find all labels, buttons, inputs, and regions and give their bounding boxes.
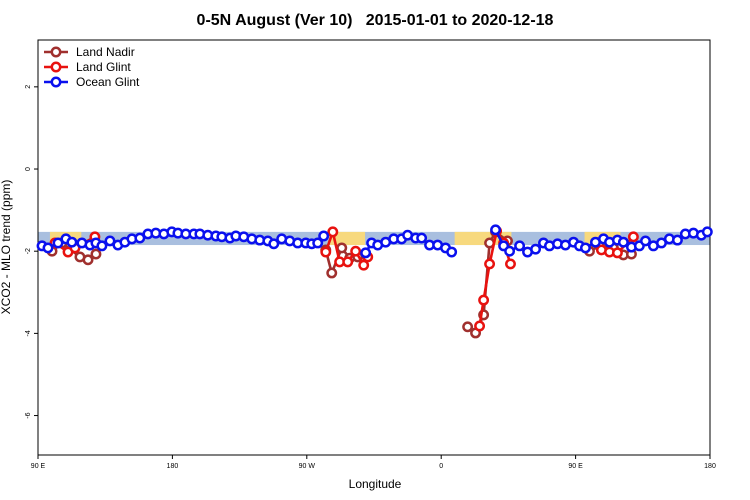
point — [530, 243, 542, 255]
point — [611, 247, 623, 259]
point — [268, 238, 280, 250]
point — [640, 235, 651, 247]
point — [504, 245, 516, 257]
point — [671, 234, 683, 246]
point — [701, 226, 713, 238]
chart-title: 0-5N August (Ver 10) 2015-01-01 to 2020-… — [197, 12, 554, 29]
point — [627, 231, 639, 243]
point — [66, 236, 78, 248]
y-tick-label: 0 — [25, 167, 32, 171]
legend-label: Ocean Glint — [76, 75, 140, 89]
point — [90, 248, 102, 260]
point — [342, 256, 354, 268]
point — [462, 321, 474, 333]
point — [42, 242, 54, 254]
x-tick-label: 90 W — [299, 463, 316, 470]
point — [82, 254, 94, 266]
point — [318, 230, 330, 242]
legend-marker — [50, 76, 62, 88]
point — [312, 237, 324, 249]
x-tick-label: 90 E — [568, 463, 583, 470]
point — [478, 294, 490, 306]
x-tick-label: 180 — [167, 463, 179, 470]
point — [52, 237, 64, 249]
point — [104, 235, 116, 247]
legend-label: Land Nadir — [76, 45, 135, 59]
x-tick-label: 0 — [439, 463, 443, 470]
point — [446, 246, 458, 258]
y-tick-label: -2 — [25, 248, 32, 254]
point — [505, 258, 516, 270]
point — [416, 232, 428, 244]
point — [320, 246, 332, 258]
point — [96, 240, 108, 252]
point — [358, 259, 370, 271]
point — [350, 245, 362, 257]
x-tick-label: 180 — [704, 463, 716, 470]
y-tick-label: -4 — [25, 330, 32, 336]
point — [656, 237, 667, 249]
y-tick-label: -6 — [25, 412, 32, 418]
band — [329, 231, 366, 246]
point — [514, 240, 526, 252]
point — [617, 236, 629, 248]
legend-label: Land Glint — [76, 60, 131, 74]
y-tick-label: 2 — [25, 85, 32, 89]
y-axis-label: XCO2 - MLO trend (ppm) — [0, 180, 13, 315]
point — [360, 247, 372, 259]
point — [474, 320, 486, 332]
legend-marker — [50, 61, 62, 73]
point — [327, 226, 339, 238]
point — [580, 242, 591, 254]
point — [484, 258, 496, 270]
point — [490, 224, 502, 236]
point — [336, 242, 348, 254]
legend-marker — [50, 46, 62, 58]
point — [326, 267, 338, 279]
x-tick-label: 90 E — [31, 463, 46, 470]
point — [134, 232, 146, 244]
x-axis-label: Longitude — [349, 477, 402, 491]
